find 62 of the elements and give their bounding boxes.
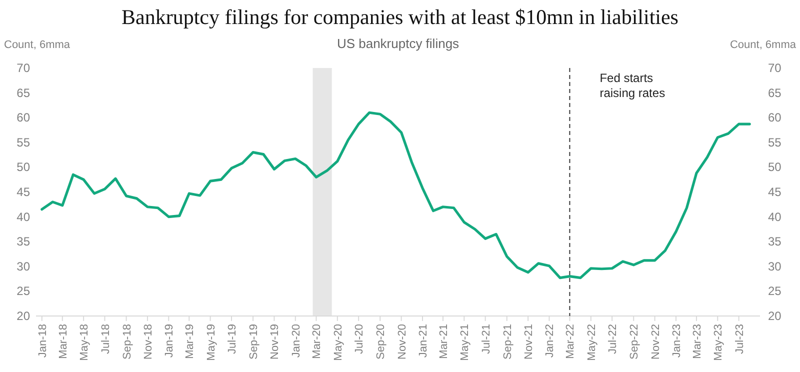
y-tick-label: 50 — [16, 160, 30, 174]
x-tick-label: Jan-22 — [544, 324, 556, 358]
x-tick-label: Mar-19 — [184, 324, 196, 359]
y2-tick-label: 30 — [768, 259, 782, 274]
x-tick-label: Sep-20 — [375, 324, 388, 360]
y-tick-label: 35 — [16, 234, 30, 249]
x-tick-label: Mar-18 — [57, 324, 70, 359]
y-tick-label: 45 — [16, 185, 30, 199]
y-tick-label: 20 — [16, 309, 30, 323]
y2-tick-label: 50 — [768, 160, 782, 174]
x-tick-label: May-22 — [586, 324, 598, 361]
y2-tick-label: 40 — [768, 210, 782, 224]
x-tick-label: Jan-19 — [164, 324, 176, 358]
x-tick-label: Jul-19 — [226, 324, 238, 354]
chart-title: Bankruptcy filings for companies with at least $10mn in liabilities — [122, 5, 678, 29]
x-tick-label: May-20 — [332, 324, 344, 361]
x-tick-label: Jan-21 — [417, 324, 430, 358]
x-tick-label: Jul-20 — [354, 324, 366, 354]
x-tick-label: Jul-18 — [100, 324, 112, 354]
y-tick-label: 60 — [16, 110, 30, 125]
chart-subtitle: US bankruptcy filings — [336, 36, 460, 51]
x-tick-label: Mar-20 — [311, 324, 324, 359]
y-tick-label: 65 — [16, 86, 30, 100]
x-tick-label: May-21 — [459, 324, 472, 361]
x-tick-label: Nov-21 — [523, 324, 536, 360]
x-tick-label: Nov-20 — [396, 324, 408, 360]
x-tick-label: Jul-22 — [607, 324, 620, 354]
x-tick-label: Jan-18 — [36, 324, 49, 358]
x-tick-label: Nov-22 — [650, 324, 662, 360]
y2-tick-label: 45 — [768, 185, 782, 199]
y-tick-label: 70 — [16, 61, 30, 75]
y2-axis-title: Count, 6mma — [730, 39, 797, 51]
x-tick-label: Mar-21 — [438, 324, 450, 359]
x-tick-label: May-23 — [712, 324, 725, 361]
x-tick-label: Sep-19 — [248, 324, 260, 360]
x-tick-label: Mar-22 — [564, 324, 577, 359]
x-tick-label: May-18 — [78, 324, 91, 361]
x-tick-label: Mar-23 — [691, 324, 704, 359]
x-tick-label: May-19 — [205, 324, 218, 361]
y2-tick-label: 65 — [768, 86, 782, 100]
y-tick-label: 25 — [16, 284, 30, 298]
y2-tick-label: 35 — [768, 234, 782, 249]
x-tick-label: Sep-18 — [121, 324, 134, 360]
x-tick-label: Jan-20 — [290, 324, 302, 358]
y-tick-label: 40 — [16, 210, 30, 224]
x-tick-label: Sep-22 — [628, 324, 641, 360]
x-tick-label: Jul-23 — [734, 324, 746, 354]
line-series — [40, 111, 751, 280]
y2-tick-label: 60 — [768, 110, 782, 125]
ref-line-label: Fed starts raising rates — [600, 71, 666, 100]
y2-tick-label: 25 — [768, 284, 782, 298]
y2-tick-label: 55 — [768, 135, 782, 150]
y2-tick-label: 70 — [768, 61, 782, 75]
x-tick-label: Nov-19 — [269, 324, 282, 360]
y-tick-label: 30 — [16, 259, 30, 274]
x-tick-label: Jul-21 — [480, 324, 492, 354]
y-axis-title: Count, 6mma — [4, 39, 71, 51]
x-tick-label: Sep-21 — [502, 324, 514, 360]
y2-tick-label: 20 — [768, 309, 782, 323]
x-tick-label: Nov-18 — [142, 324, 154, 360]
x-tick-label: Jan-23 — [670, 324, 683, 358]
y-tick-label: 55 — [16, 135, 30, 150]
